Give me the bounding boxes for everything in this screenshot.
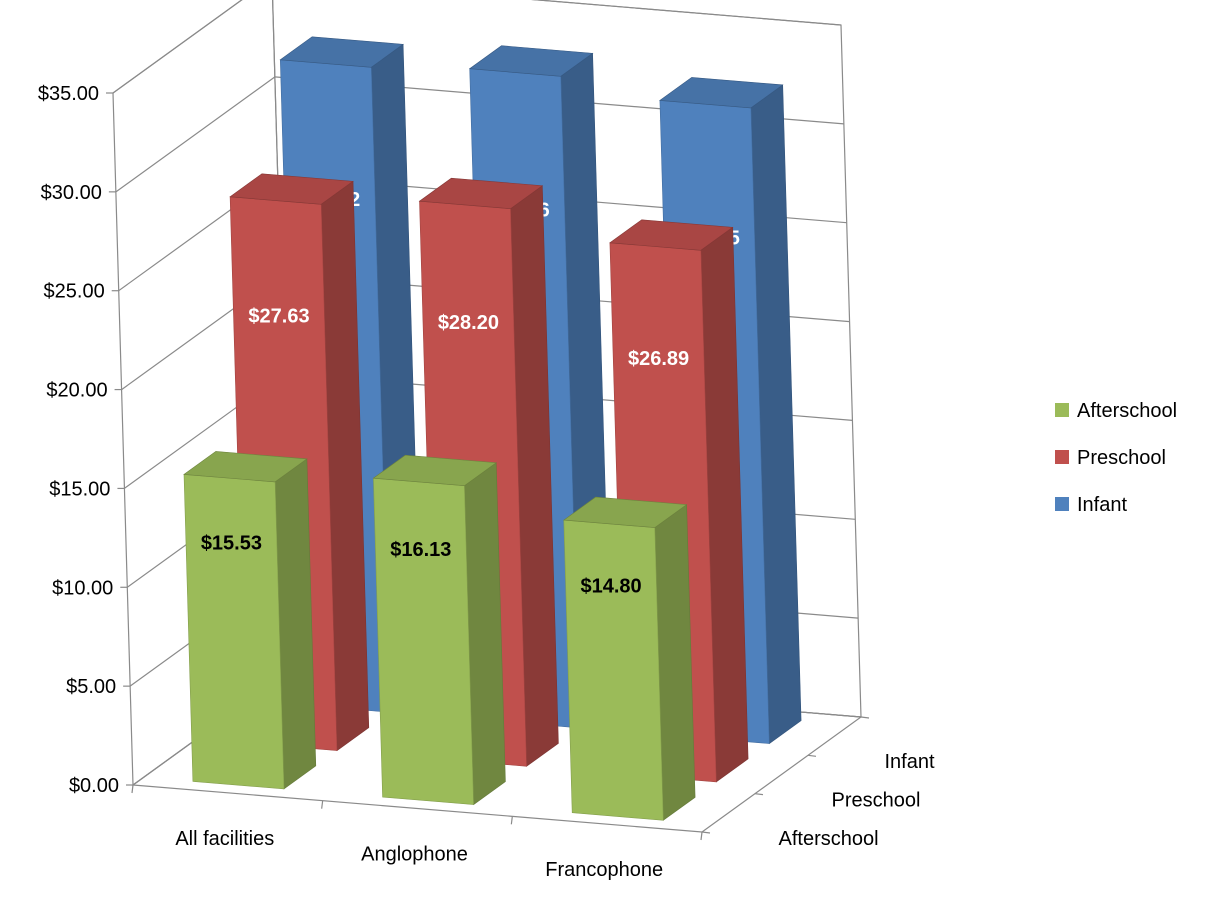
legend-label: Infant	[1077, 494, 1127, 516]
data-label: $14.80	[581, 575, 642, 597]
legend-item-preschool: Preschool	[1055, 447, 1166, 469]
bar-afterschool-1: $15.53	[183, 451, 317, 790]
y-tick-label: $20.00	[46, 380, 107, 402]
y-tick-label: $35.00	[38, 83, 99, 105]
bar-afterschool-3: $14.80	[562, 496, 696, 821]
depth-category-label: Infant	[885, 751, 935, 773]
bars: $32.62$32.96$32.15$27.63$28.20$26.89$15.…	[183, 36, 802, 821]
depth-tick-mark	[754, 793, 764, 796]
legend-swatch	[1055, 497, 1069, 511]
y-tick-label: $30.00	[41, 182, 102, 204]
x-category-label: All facilities	[175, 828, 274, 850]
depth-axis-categories: Afterschool Preschool Infant	[701, 716, 935, 850]
bar-top	[279, 36, 404, 68]
data-label: $28.20	[438, 312, 499, 334]
legend-swatch	[1055, 450, 1069, 464]
x-axis-categories: All facilities Anglophone Francophone	[131, 784, 703, 881]
bar-front	[563, 519, 664, 821]
bar-front	[373, 477, 474, 805]
gridline	[112, 0, 842, 94]
data-label: $16.13	[390, 539, 451, 561]
legend-item-afterschool: Afterschool	[1055, 400, 1177, 422]
y-tick-label: $5.00	[66, 676, 116, 698]
bar-front	[183, 474, 285, 790]
legend-swatch	[1055, 403, 1069, 417]
y-tick-label: $15.00	[49, 478, 110, 500]
depth-category-label: Afterschool	[779, 828, 879, 850]
bar-top	[609, 219, 734, 251]
x-category-label: Francophone	[545, 859, 663, 881]
bar-top	[418, 177, 544, 210]
legend-label: Afterschool	[1077, 400, 1177, 422]
legend-item-infant: Infant	[1055, 494, 1127, 516]
gridline	[115, 76, 844, 193]
data-label: $27.63	[248, 305, 309, 327]
bar-top	[468, 45, 594, 77]
bar-top	[372, 454, 498, 487]
x-category-label: Anglophone	[361, 844, 468, 866]
y-tick-label: $10.00	[52, 577, 113, 599]
bar-afterschool-2: $16.13	[372, 454, 506, 806]
x-tick-mark	[700, 831, 703, 841]
y-axis-ticks: $0.00 $5.00 $10.00 $15.00 $20.00 $25.00 $30.00…	[38, 83, 133, 797]
y-tick-label: $0.00	[69, 775, 119, 797]
x-tick-mark	[131, 784, 134, 794]
depth-tick-mark	[860, 716, 870, 719]
data-label: $26.89	[628, 348, 689, 370]
bar-top	[562, 496, 688, 528]
bar-top	[659, 77, 784, 109]
bar-top	[229, 173, 354, 205]
x-tick-mark	[321, 800, 324, 809]
y-tick-label: $25.00	[44, 281, 105, 303]
data-label: $15.53	[201, 533, 262, 555]
depth-tick-mark	[701, 831, 711, 834]
legend-label: Preschool	[1077, 447, 1166, 469]
x-tick-mark	[510, 816, 513, 825]
legend: Afterschool Preschool Infant	[1055, 400, 1177, 516]
bar-top	[183, 451, 308, 483]
depth-tick-mark	[807, 754, 817, 757]
depth-category-label: Preschool	[832, 790, 921, 812]
